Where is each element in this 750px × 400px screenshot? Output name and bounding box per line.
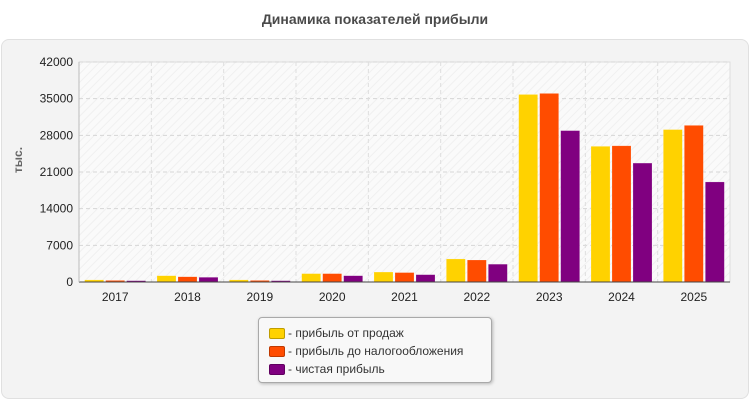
x-tick-label: 2024 [608, 290, 635, 304]
bar-2025-series-2 [705, 181, 725, 283]
bar-2021-series-1 [394, 272, 415, 283]
legend-label-sales-profit: - прибыль от продаж [288, 326, 404, 340]
bar-2025-series-1 [684, 125, 704, 283]
y-tick-label: 28000 [40, 128, 74, 142]
bar-2024-series-0 [590, 146, 611, 283]
bar-2025-series-0 [663, 129, 683, 283]
bar-2020-series-0 [301, 273, 321, 283]
bar-2020-series-2 [343, 275, 363, 283]
bar-2023-series-1 [539, 93, 559, 283]
y-tick-label: 7000 [46, 238, 73, 252]
x-tick-label: 2022 [463, 290, 490, 304]
bar-2020-series-1 [322, 273, 342, 283]
bar-2018-series-1 [177, 276, 198, 283]
legend-label-net-profit: - чистая прибыль [288, 362, 385, 376]
bar-2018-series-0 [156, 275, 177, 283]
y-tick-label: 42000 [40, 55, 74, 69]
legend-item-sales-profit[interactable]: - прибыль от продаж [269, 325, 404, 341]
x-tick-label: 2018 [174, 290, 201, 304]
legend-swatch-net-profit [269, 363, 285, 375]
bar-2021-series-2 [415, 274, 436, 283]
x-tick-label: 2021 [391, 290, 418, 304]
legend: - прибыль от продаж - прибыль до налогоо… [258, 317, 492, 383]
bar-2022-series-2 [488, 263, 508, 283]
y-tick-label: 35000 [40, 92, 74, 106]
bar-2018-series-2 [198, 277, 219, 283]
bar-2022-series-0 [446, 258, 466, 283]
x-tick-label: 2025 [680, 290, 707, 304]
x-tick-label: 2017 [102, 290, 129, 304]
legend-swatch-pretax-profit [269, 345, 285, 357]
legend-swatch-sales-profit [269, 327, 285, 339]
legend-label-pretax-profit: - прибыль до налогообложения [288, 344, 464, 358]
legend-item-pretax-profit[interactable]: - прибыль до налогообложения [269, 343, 463, 359]
bar-2022-series-1 [467, 259, 487, 283]
chart-title: Динамика показателей прибыли [261, 11, 489, 27]
x-tick-label: 2020 [319, 290, 346, 304]
y-tick-label: 21000 [40, 165, 74, 179]
y-axis-label: тыс. [11, 147, 25, 173]
y-tick-label: 14000 [40, 202, 74, 216]
bar-2023-series-0 [518, 94, 538, 283]
x-tick-label: 2019 [246, 290, 273, 304]
bar-2023-series-2 [560, 130, 580, 283]
bar-2021-series-0 [373, 271, 394, 283]
bar-2024-series-1 [611, 145, 632, 283]
y-tick-label: 0 [66, 275, 73, 289]
legend-item-net-profit[interactable]: - чистая прибыль [269, 361, 385, 377]
x-tick-label: 2023 [536, 290, 563, 304]
bar-2024-series-2 [632, 162, 653, 283]
